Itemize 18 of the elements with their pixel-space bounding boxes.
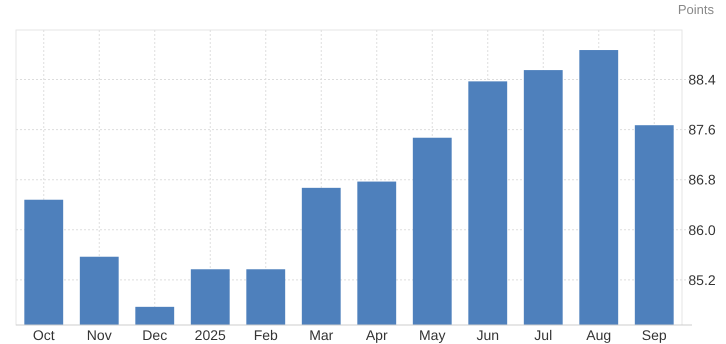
x-tick-label: 2025 [194, 327, 226, 343]
x-tick-label: Feb [254, 327, 278, 343]
y-tick-label: 85.2 [688, 272, 716, 288]
x-tick-label: Aug [586, 327, 612, 343]
x-tick-label: Apr [366, 327, 388, 343]
y-tick-label: 86.8 [688, 172, 716, 188]
x-tick-label: Jul [534, 327, 552, 343]
x-tick-label: May [419, 327, 446, 343]
y-tick-label: 86.0 [688, 222, 716, 238]
x-tick-label: Mar [309, 327, 334, 343]
x-tick-label: Oct [32, 327, 55, 343]
y-tick-label: 87.6 [688, 122, 716, 138]
x-tick-label: Jun [476, 327, 500, 343]
x-tick-label: Nov [86, 327, 112, 343]
y-tick-label: 88.4 [688, 71, 716, 88]
x-tick-label: Dec [142, 327, 168, 343]
x-tick-label: Sep [642, 327, 667, 343]
y-axis-title: Points [678, 2, 714, 17]
